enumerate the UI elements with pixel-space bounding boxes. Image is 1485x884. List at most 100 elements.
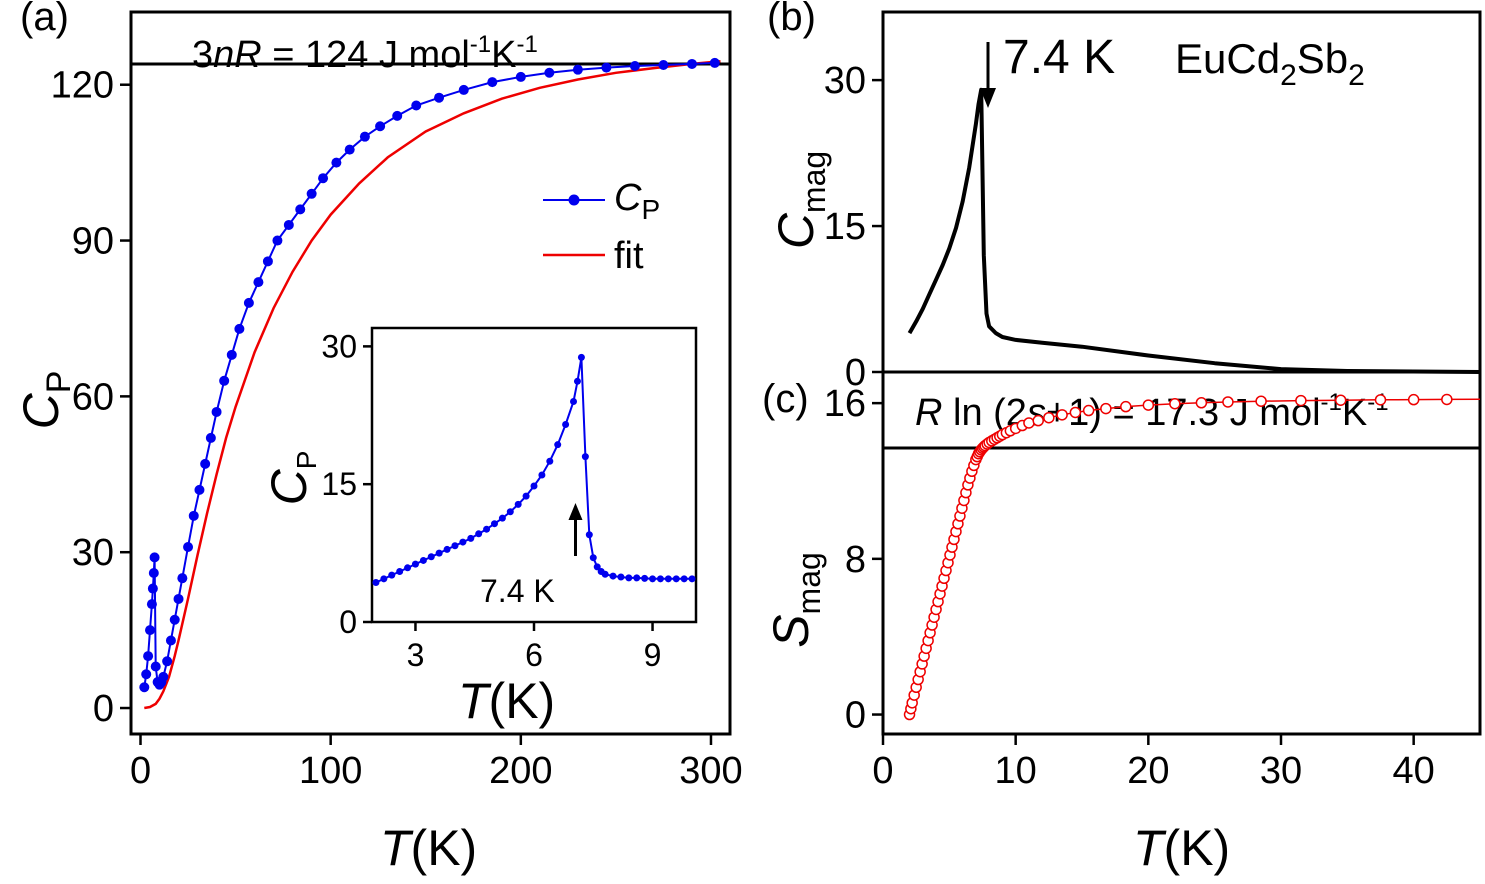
inset-cp-point: [633, 574, 641, 582]
cp-point: [318, 173, 329, 184]
inset-frame: [370, 326, 698, 624]
smag-point: [1043, 411, 1055, 424]
inset-cp-point: [589, 554, 597, 562]
y-tick-label: 0: [93, 688, 114, 730]
inset-cp-point: [411, 560, 419, 568]
x-tick-label: 20: [1127, 750, 1169, 792]
panel-b-label: (b): [767, 0, 816, 39]
cp-point: [434, 92, 445, 103]
panel-a-3nR-label: 3nR = 124 J mol-1K-1: [192, 31, 538, 76]
cp-point: [165, 635, 176, 646]
inset-cp-point: [404, 564, 412, 572]
cp-point: [147, 583, 158, 594]
y-tick-label: 15: [321, 466, 357, 502]
cp-point: [629, 61, 640, 72]
y-tick-label: 30: [72, 532, 114, 574]
cp-point: [359, 131, 370, 142]
cp-point: [143, 651, 154, 662]
panel-b: (b) 0 15 30 7.4 K EuCd2Sb2 Cmag: [767, 0, 1482, 394]
x-tick-label: 200: [489, 750, 552, 792]
inset-annotation: 7.4 K: [480, 573, 555, 609]
cp-point: [194, 484, 205, 495]
inset-cp-point: [530, 482, 538, 490]
x-tick-label: 6: [525, 637, 543, 673]
legend-cp-marker: [568, 194, 580, 206]
smag-point: [1023, 417, 1035, 429]
panel-c-x-ticks: 0 10 20 30 40: [872, 734, 1435, 792]
smag-point: [1374, 394, 1387, 406]
smag-point: [1441, 393, 1453, 406]
inset-cp-point: [459, 538, 467, 546]
cp-point: [601, 62, 612, 73]
smag-point: [1195, 397, 1208, 409]
inset-cp-point: [490, 520, 498, 528]
cp-point: [226, 349, 237, 360]
inset-cp-point: [680, 575, 688, 583]
inset-cp-point: [554, 441, 562, 449]
inset-cp-point: [498, 514, 506, 522]
panel-a-cp-line: [143, 61, 715, 688]
inset-cp-point: [522, 492, 530, 500]
panel-a-frame: [129, 10, 732, 736]
inset-cp-point: [656, 575, 664, 583]
y-tick-label: 30: [824, 60, 866, 102]
cp-point: [188, 510, 199, 521]
cp-point: [515, 71, 526, 82]
cp-point: [375, 121, 386, 132]
smag-point: [1056, 409, 1068, 421]
panel-c-frame: [881, 370, 1482, 736]
y-tick-label: 16: [824, 383, 866, 425]
cp-point: [458, 84, 469, 95]
smag-point: [1100, 402, 1112, 415]
cp-point: [173, 593, 184, 604]
inset-cp-point: [467, 534, 475, 542]
cp-point: [306, 188, 317, 199]
cp-point: [283, 219, 294, 230]
cp-point: [146, 599, 157, 610]
cp-point: [572, 64, 583, 75]
inset-cp-point: [672, 575, 680, 583]
cp-point: [295, 204, 306, 215]
x-tick-label: 300: [679, 750, 742, 792]
inset-cp-point: [617, 573, 625, 581]
inset-cp-point: [585, 531, 593, 539]
smag-point: [1222, 396, 1234, 408]
panel-c-smag-line: [908, 398, 1481, 715]
inset-cp-point: [581, 453, 589, 461]
inset-cp-point: [625, 574, 633, 582]
panel-c-y-ticks: 0 8 16: [824, 383, 883, 737]
inset-cp-point: [601, 570, 609, 578]
cp-point: [686, 58, 697, 69]
panel-a-x-ticks: 0 100 200 300: [130, 734, 743, 792]
cp-point: [158, 671, 169, 682]
inset-cp-point: [593, 563, 601, 571]
inset-cp-point: [570, 398, 578, 405]
cp-point: [139, 682, 150, 693]
panel-b-y-ticks: 0 15 30: [824, 60, 883, 394]
panel-c-x-title: T(K): [1133, 820, 1230, 876]
inset: 3 6 9 0 15 30 7.4 K T(K) CP: [261, 326, 698, 729]
y-tick-label: 0: [339, 604, 357, 640]
inset-y-ticks: 0 15 30: [321, 328, 372, 640]
inset-cp-point: [514, 500, 522, 508]
panel-c-label: (c): [762, 377, 809, 421]
inset-cp-point: [483, 525, 491, 533]
smag-point: [1169, 397, 1181, 410]
x-tick-label: 3: [407, 637, 425, 673]
cp-point: [234, 323, 245, 334]
cp-point: [392, 110, 403, 121]
inset-cp-point: [372, 578, 380, 586]
panel-b-arrow-head: [980, 88, 996, 108]
inset-cp-point: [573, 377, 581, 385]
panel-b-y-title: Cmag: [768, 151, 832, 249]
inset-cp-point: [688, 575, 696, 583]
cp-point: [145, 625, 156, 636]
smag-point: [1032, 414, 1044, 427]
smag-point: [1334, 394, 1347, 406]
panel-a-label: (a): [20, 0, 69, 39]
smag-point: [1407, 393, 1420, 406]
inset-cp-point: [577, 353, 585, 361]
cp-point: [544, 67, 555, 78]
inset-cp-point: [388, 571, 396, 579]
cp-point: [169, 614, 180, 625]
